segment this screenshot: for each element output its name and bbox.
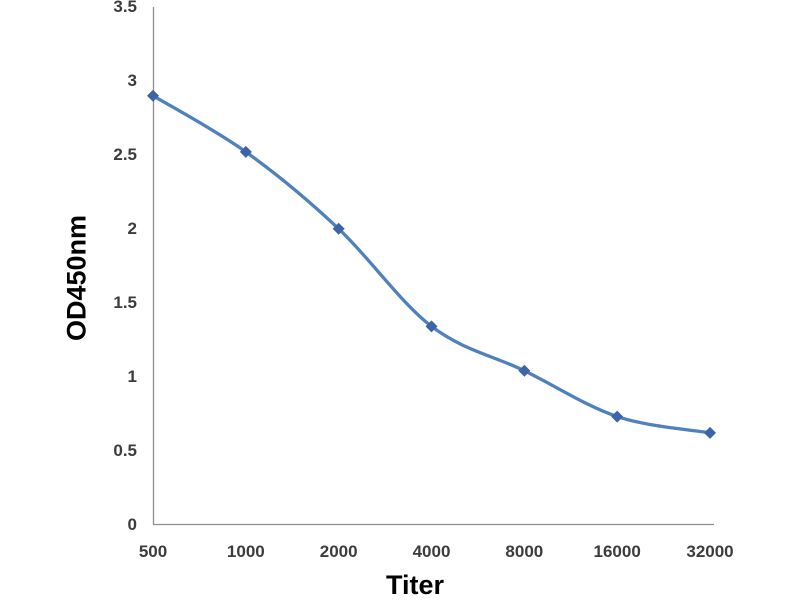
- x-axis-title: Titer: [385, 570, 445, 600]
- y-tick-label: 3: [127, 70, 137, 90]
- y-tick-label: 1: [127, 366, 137, 386]
- x-tick-label: 8000: [505, 541, 544, 561]
- x-tick-label: 1000: [226, 541, 265, 561]
- axes-group: [152, 7, 714, 526]
- data-point-marker: [425, 320, 438, 333]
- x-tick-label: 500: [138, 541, 168, 561]
- x-tick-label: 32000: [686, 541, 734, 561]
- data-point-marker: [239, 145, 252, 158]
- y-tick-label: 2: [127, 218, 137, 238]
- data-point-marker: [147, 89, 159, 102]
- series-group: [147, 89, 716, 439]
- x-tick-label: 2000: [319, 541, 358, 561]
- y-axis-title: OD450nm: [61, 214, 92, 342]
- x-tick-label: 16000: [593, 541, 641, 561]
- y-tick-label: 0: [127, 514, 137, 534]
- data-point-marker: [611, 410, 624, 423]
- x-tick-label: 4000: [412, 541, 451, 561]
- data-point-marker: [704, 426, 716, 439]
- data-point-marker: [518, 364, 531, 377]
- y-tick-label: 1.5: [113, 292, 137, 312]
- y-tick-label: 3.5: [113, 0, 137, 16]
- trend-line: [151, 94, 712, 435]
- y-tick-label: 2.5: [113, 144, 137, 164]
- data-point-marker: [332, 222, 345, 235]
- y-tick-label: 0.5: [113, 440, 137, 460]
